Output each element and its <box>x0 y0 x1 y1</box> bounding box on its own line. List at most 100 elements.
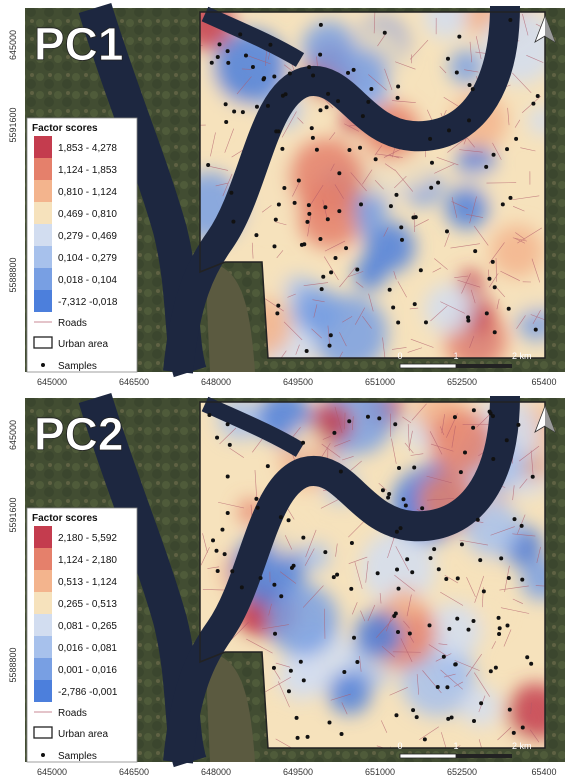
sample-point <box>210 61 214 65</box>
y-coordinate-label: 5588800 <box>8 257 18 292</box>
legend-class-label: 0,104 - 0,279 <box>58 253 117 264</box>
sample-point <box>272 583 276 587</box>
sample-point <box>396 321 400 325</box>
sample-point <box>329 270 333 274</box>
sample-point <box>310 126 314 130</box>
sample-point <box>287 518 291 522</box>
legend-urban-symbol <box>34 337 52 348</box>
sample-point <box>254 233 258 237</box>
sample-point <box>497 632 501 636</box>
sample-point <box>218 42 222 46</box>
sample-point <box>436 685 440 689</box>
x-coordinate-label: 651000 <box>365 377 395 387</box>
x-coordinate-label: 65400 <box>531 767 556 777</box>
legend-item: Urban area <box>58 339 108 350</box>
sample-point <box>492 153 496 157</box>
sample-point <box>318 237 322 241</box>
sample-point <box>485 311 489 315</box>
sample-point <box>410 570 414 574</box>
sample-point <box>466 315 470 319</box>
sample-point <box>226 61 230 65</box>
scale-bar <box>456 364 512 368</box>
sample-point <box>305 349 309 353</box>
sample-point <box>223 552 227 556</box>
sample-point <box>383 31 387 35</box>
sample-point <box>392 614 396 618</box>
sample-point <box>323 205 327 209</box>
sample-point <box>344 246 348 250</box>
sample-point <box>499 556 503 560</box>
legend-swatch <box>34 246 52 268</box>
surface-blob <box>517 286 545 314</box>
sample-point <box>224 102 228 106</box>
sample-point <box>216 569 220 573</box>
sample-point <box>306 735 310 739</box>
sample-point <box>231 220 235 224</box>
sample-point <box>420 506 424 510</box>
sample-point <box>259 576 263 580</box>
sample-point <box>311 73 315 77</box>
sample-point <box>442 655 446 659</box>
legend-class-label: 0,469 - 0,810 <box>58 209 117 220</box>
scale-label: 2 km <box>512 741 532 751</box>
sample-point <box>279 594 283 598</box>
sample-point <box>436 181 440 185</box>
sample-point <box>355 660 359 664</box>
sample-point <box>405 557 409 561</box>
surface-blob <box>289 139 365 215</box>
sample-point <box>395 567 399 571</box>
sample-point <box>507 307 511 311</box>
sample-point <box>311 136 315 140</box>
sample-point <box>296 736 300 740</box>
sample-point <box>531 475 535 479</box>
panel-label: PC1 <box>34 18 123 70</box>
sample-point <box>455 70 459 74</box>
sample-point <box>493 330 497 334</box>
surface-blob <box>354 257 387 290</box>
legend-sample-symbol <box>41 753 45 757</box>
surface-blob <box>475 600 503 628</box>
surface-blob <box>446 186 489 229</box>
x-coordinate-label: 646500 <box>119 377 149 387</box>
sample-point <box>290 566 294 570</box>
legend-swatch <box>34 180 52 202</box>
sample-point <box>491 260 495 264</box>
legend-swatch <box>34 570 52 592</box>
panel-label: PC2 <box>34 408 123 460</box>
sample-point <box>272 244 276 248</box>
sample-point <box>352 68 356 72</box>
sample-point <box>414 215 418 219</box>
legend-class-label: 0,265 - 0,513 <box>58 599 117 610</box>
sample-point <box>456 576 460 580</box>
sample-point <box>268 43 272 47</box>
sample-point <box>215 436 219 440</box>
scale-bar <box>456 754 512 758</box>
sample-point <box>366 415 370 419</box>
sample-point <box>295 716 299 720</box>
sample-point <box>476 518 480 522</box>
sample-point <box>520 578 524 582</box>
sample-point <box>224 120 228 124</box>
legend-class-label: -7,312 -0,018 <box>58 297 118 308</box>
legend-class-label: 0,001 - 0,016 <box>58 665 117 676</box>
sample-point <box>361 114 365 118</box>
sample-point <box>266 104 270 108</box>
sample-point <box>337 209 341 213</box>
sample-point <box>321 275 325 279</box>
sample-point <box>337 171 341 175</box>
sample-point <box>445 685 449 689</box>
sample-point <box>455 617 459 621</box>
sample-point <box>445 229 449 233</box>
sample-point <box>536 94 540 98</box>
sample-point <box>287 689 291 693</box>
sample-point <box>301 536 305 540</box>
sample-point <box>478 558 482 562</box>
sample-point <box>211 538 215 542</box>
legend-class-label: 0,279 - 0,469 <box>58 231 117 242</box>
sample-point <box>534 328 538 332</box>
surface-blob <box>388 586 421 619</box>
scale-label: 1 <box>453 351 458 361</box>
sample-point <box>396 84 400 88</box>
sample-point <box>521 725 525 729</box>
sample-point <box>307 212 311 216</box>
